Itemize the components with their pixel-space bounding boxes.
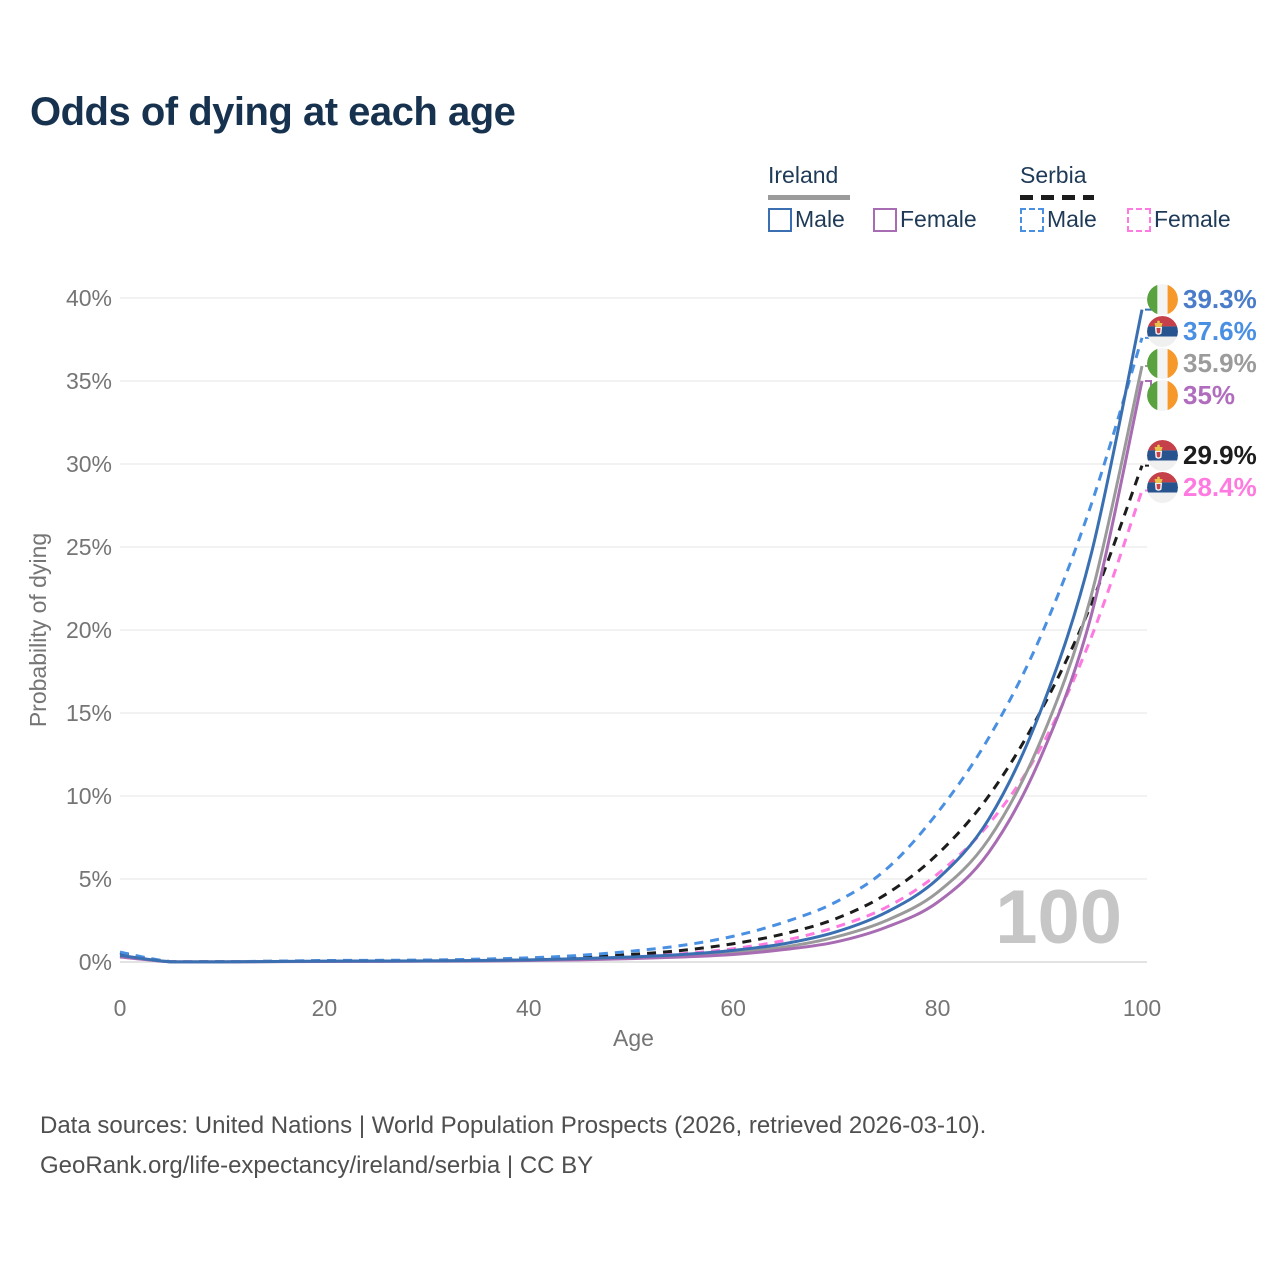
gridlines bbox=[120, 297, 1147, 963]
page-title: Odds of dying at each age bbox=[30, 90, 516, 134]
serbia-flag-icon bbox=[1147, 316, 1178, 348]
serbia-flag-icon bbox=[1147, 472, 1178, 504]
ireland-female-swatch-icon bbox=[873, 207, 897, 232]
line-serbia-both[interactable] bbox=[119, 465, 1144, 964]
legend-label: Male bbox=[1047, 206, 1097, 232]
line-ireland-female[interactable] bbox=[119, 380, 1144, 964]
svg-text:15%: 15% bbox=[66, 700, 112, 726]
svg-text:80: 80 bbox=[925, 995, 951, 1021]
y-axis-title: Probability of dying bbox=[25, 533, 51, 727]
x-axis-ticks: 0 20 40 60 80 100 bbox=[114, 995, 1162, 1021]
series-lines bbox=[119, 309, 1144, 964]
end-value: 35% bbox=[1183, 380, 1236, 411]
svg-text:0%: 0% bbox=[79, 949, 112, 975]
y-axis-ticks: 0% 5% 10% 15% 20% 25% 30% 35% 40% bbox=[66, 285, 112, 975]
legend-label: Female bbox=[900, 206, 977, 232]
end-label-serbia-male[interactable]: 37.6% bbox=[1147, 316, 1257, 348]
svg-text:100: 100 bbox=[1123, 995, 1161, 1021]
legend-item-serbia-male[interactable]: Male bbox=[1020, 206, 1097, 233]
legend-group-ireland: Ireland bbox=[768, 162, 839, 188]
serbia-male-swatch-icon bbox=[1020, 207, 1044, 232]
attribution-line: GeoRank.org/life-expectancy/ireland/serb… bbox=[40, 1152, 594, 1179]
end-value: 39.3% bbox=[1183, 284, 1257, 315]
legend-item-ireland-male[interactable]: Male bbox=[768, 206, 845, 233]
end-value: 29.9% bbox=[1183, 440, 1257, 471]
end-label-ireland-female[interactable]: 35% bbox=[1147, 380, 1235, 412]
svg-text:40%: 40% bbox=[66, 285, 112, 311]
serbia-female-swatch-icon bbox=[1127, 207, 1151, 232]
ireland-line-sample bbox=[768, 195, 850, 200]
svg-text:10%: 10% bbox=[66, 783, 112, 809]
svg-text:5%: 5% bbox=[79, 866, 112, 892]
legend-label: Female bbox=[1154, 206, 1231, 232]
data-source-note: Data sources: United Nations | World Pop… bbox=[40, 1106, 986, 1186]
end-label-ireland-both[interactable]: 35.9% bbox=[1147, 348, 1257, 380]
ireland-male-swatch-icon bbox=[768, 207, 792, 232]
x-axis-title: Age bbox=[613, 1025, 654, 1051]
legend-group-serbia: Serbia bbox=[1020, 162, 1087, 188]
ireland-flag-icon bbox=[1147, 284, 1178, 316]
end-label-serbia-both[interactable]: 29.9% bbox=[1147, 440, 1257, 472]
watermark-age-100: 100 bbox=[995, 875, 1122, 960]
svg-text:30%: 30% bbox=[66, 451, 112, 477]
end-value: 37.6% bbox=[1183, 316, 1257, 347]
ireland-flag-icon bbox=[1147, 348, 1178, 380]
end-value: 35.9% bbox=[1183, 348, 1257, 379]
svg-text:20%: 20% bbox=[66, 617, 112, 643]
source-line: Data sources: United Nations | World Pop… bbox=[40, 1112, 987, 1139]
line-ireland-both[interactable] bbox=[119, 365, 1144, 964]
legend-item-ireland-female[interactable]: Female bbox=[873, 206, 977, 233]
serbia-line-sample bbox=[1020, 195, 1094, 200]
line-serbia-female[interactable] bbox=[119, 490, 1144, 964]
end-value: 28.4% bbox=[1183, 472, 1257, 503]
serbia-flag-icon bbox=[1147, 440, 1178, 472]
svg-text:60: 60 bbox=[720, 995, 746, 1021]
svg-text:35%: 35% bbox=[66, 368, 112, 394]
svg-text:40: 40 bbox=[516, 995, 542, 1021]
ireland-flag-icon bbox=[1147, 380, 1178, 412]
svg-text:0: 0 bbox=[114, 995, 127, 1021]
end-label-ireland-male[interactable]: 39.3% bbox=[1147, 284, 1257, 316]
legend-item-serbia-female[interactable]: Female bbox=[1127, 206, 1231, 233]
svg-text:20: 20 bbox=[312, 995, 338, 1021]
legend-label: Male bbox=[795, 206, 845, 232]
svg-text:25%: 25% bbox=[66, 534, 112, 560]
line-serbia-male[interactable] bbox=[119, 337, 1144, 964]
line-ireland-male[interactable] bbox=[119, 309, 1144, 964]
end-label-serbia-female[interactable]: 28.4% bbox=[1147, 472, 1257, 504]
